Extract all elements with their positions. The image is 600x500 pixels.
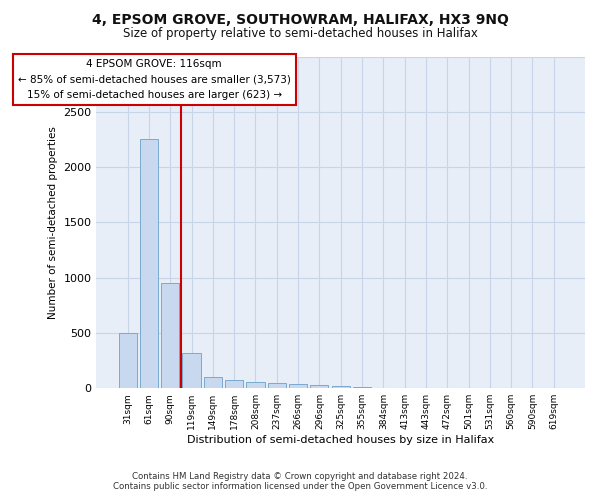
Bar xyxy=(310,386,328,388)
Bar xyxy=(182,353,200,388)
Bar xyxy=(140,140,158,388)
Text: 4 EPSOM GROVE: 116sqm
← 85% of semi-detached houses are smaller (3,573)
15% of s: 4 EPSOM GROVE: 116sqm ← 85% of semi-deta… xyxy=(18,58,290,100)
Bar xyxy=(289,384,307,388)
Text: Size of property relative to semi-detached houses in Halifax: Size of property relative to semi-detach… xyxy=(122,28,478,40)
Bar xyxy=(119,333,137,388)
Bar xyxy=(247,382,265,388)
Bar xyxy=(161,283,179,388)
Text: 4, EPSOM GROVE, SOUTHOWRAM, HALIFAX, HX3 9NQ: 4, EPSOM GROVE, SOUTHOWRAM, HALIFAX, HX3… xyxy=(92,12,508,26)
Bar xyxy=(204,377,222,388)
Text: Contains public sector information licensed under the Open Government Licence v3: Contains public sector information licen… xyxy=(113,482,487,491)
Bar xyxy=(332,386,350,388)
Bar xyxy=(353,386,371,388)
X-axis label: Distribution of semi-detached houses by size in Halifax: Distribution of semi-detached houses by … xyxy=(187,435,494,445)
Text: Contains HM Land Registry data © Crown copyright and database right 2024.: Contains HM Land Registry data © Crown c… xyxy=(132,472,468,481)
Bar xyxy=(268,383,286,388)
Y-axis label: Number of semi-detached properties: Number of semi-detached properties xyxy=(48,126,58,319)
Bar xyxy=(225,380,243,388)
